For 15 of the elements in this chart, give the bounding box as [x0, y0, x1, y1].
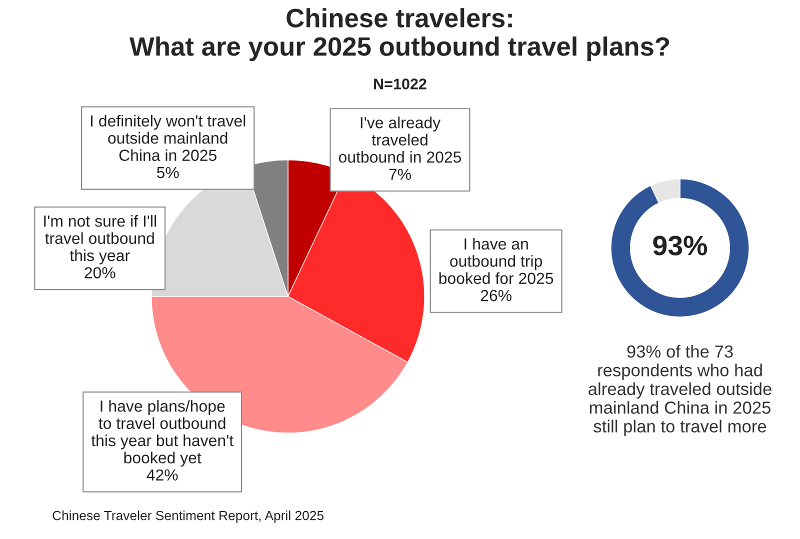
slice-label: I've already traveled outbound in 2025: [338, 116, 462, 163]
text: 93% of the 73 respondents who had already traveled outside mainland China in 2025 still plan to travel more: [588, 344, 772, 436]
data-label: 93%: [653, 236, 708, 256]
text: Chinese Traveler Sentiment Report, April 2025: [52, 510, 324, 523]
slice-label: I have an outbound trip booked for 2025: [439, 238, 554, 284]
chart-title: Chinese travelers: What are your 2025 outbound travel plans?: [130, 8, 670, 62]
data-label: 5%: [156, 166, 179, 178]
slice-label: I'm not sure if I'll travel outbound this year: [44, 215, 156, 264]
data-label: 7%: [389, 168, 411, 180]
data-label: 26%: [480, 290, 512, 302]
data-label: 20%: [84, 267, 116, 278]
slice-label: I have plans/hope to travel outbound this year but haven't booked yet: [91, 400, 234, 467]
data-label: 42%: [146, 469, 178, 481]
slice-label: I definitely won't travel outside mainland China in 2025: [91, 114, 246, 161]
chart-subtitle: N=1022: [374, 78, 426, 90]
